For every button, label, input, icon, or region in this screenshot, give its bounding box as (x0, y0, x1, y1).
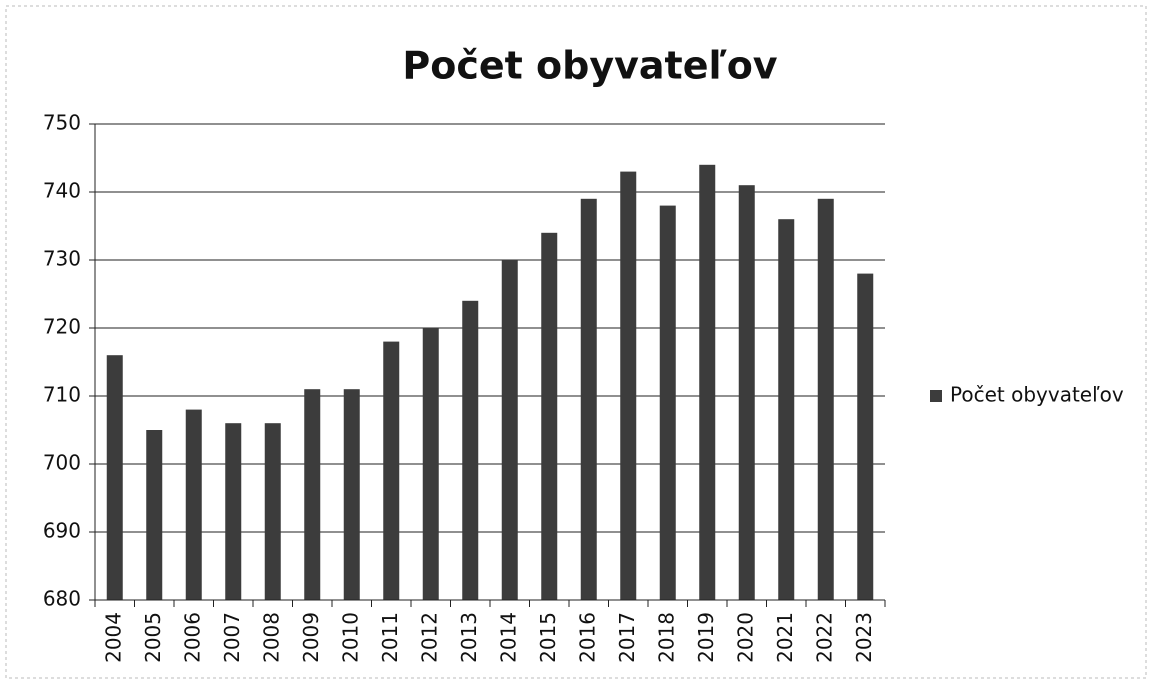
bar (541, 232, 558, 601)
x-tick-label: 2020 (733, 612, 757, 663)
bar (304, 389, 321, 600)
bar (501, 260, 518, 600)
y-tick-label: 690 (43, 519, 81, 543)
x-tick-label: 2008 (259, 612, 283, 663)
chart-title: Počet obyvateľov (402, 44, 777, 88)
x-tick-label: 2006 (180, 612, 204, 663)
x-tick-label: 2017 (615, 612, 639, 663)
chart-border (5, 5, 1147, 679)
x-tick-label: 2011 (378, 612, 402, 663)
x-tick-label: 2007 (220, 612, 244, 663)
bar (817, 198, 834, 601)
x-tick-label: 2019 (694, 612, 718, 663)
y-tick-label: 740 (43, 179, 81, 203)
x-tick-label: 2014 (496, 612, 520, 663)
x-tick-label: 2015 (536, 612, 560, 663)
bar (225, 423, 242, 600)
bar (620, 171, 637, 600)
x-tick-label: 2004 (101, 612, 125, 663)
y-tick-label: 680 (43, 587, 81, 611)
x-tick-label: 2021 (773, 612, 797, 663)
legend-swatch (930, 390, 942, 402)
bar (383, 341, 400, 600)
bar (857, 273, 874, 600)
bar (343, 389, 360, 600)
x-tick-label: 2010 (338, 612, 362, 663)
y-tick-label: 710 (43, 383, 81, 407)
bar (778, 219, 795, 600)
x-tick-label: 2012 (417, 612, 441, 663)
bar (699, 164, 716, 601)
x-tick-label: 2009 (299, 612, 323, 663)
y-tick-label: 720 (43, 315, 81, 339)
x-tick-label: 2022 (812, 612, 836, 663)
x-tick-label: 2023 (852, 612, 876, 663)
y-tick-label: 730 (43, 247, 81, 271)
x-tick-label: 2018 (654, 612, 678, 663)
bar (422, 328, 439, 600)
y-tick-label: 700 (43, 451, 81, 475)
bar (106, 355, 123, 600)
bar (146, 430, 163, 600)
legend-label: Počet obyvateľov (950, 383, 1124, 407)
bar (185, 409, 202, 600)
bar (462, 300, 479, 600)
y-tick-label: 750 (43, 111, 81, 135)
bar (659, 205, 676, 600)
x-tick-label: 2005 (141, 612, 165, 663)
x-tick-label: 2016 (575, 612, 599, 663)
bar (580, 198, 597, 601)
x-tick-label: 2013 (457, 612, 481, 663)
bar (738, 185, 755, 600)
bar (264, 423, 281, 600)
